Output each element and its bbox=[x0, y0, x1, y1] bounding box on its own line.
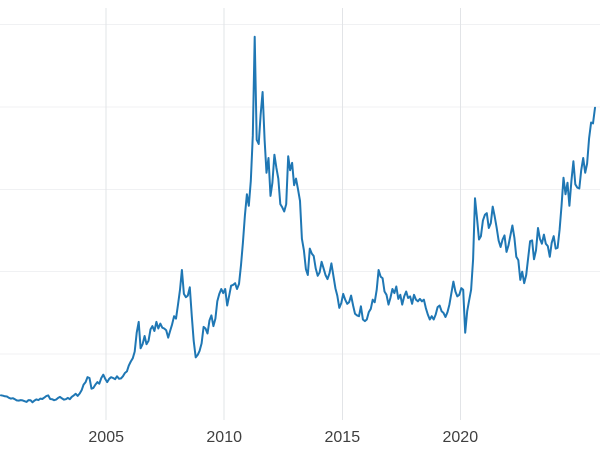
x-tick-label-2010: 2010 bbox=[206, 429, 242, 446]
x-tick-label-2015: 2015 bbox=[325, 429, 361, 446]
x-tick-label-2005: 2005 bbox=[88, 429, 124, 446]
x-tick-label-2020: 2020 bbox=[443, 429, 479, 446]
price-line-series bbox=[0, 35, 596, 404]
